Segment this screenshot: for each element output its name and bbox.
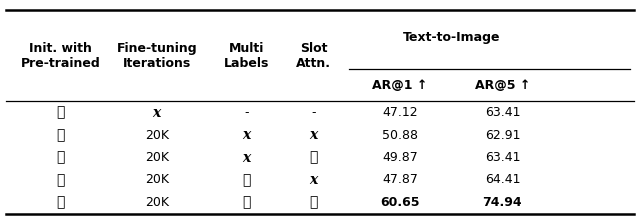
Text: 63.41: 63.41 xyxy=(484,151,520,164)
Text: 20K: 20K xyxy=(145,151,169,164)
Text: 60.65: 60.65 xyxy=(380,196,420,209)
Text: x: x xyxy=(310,173,317,187)
Text: 63.41: 63.41 xyxy=(484,106,520,119)
Text: x: x xyxy=(153,106,161,120)
Text: 20K: 20K xyxy=(145,174,169,186)
Text: ✓: ✓ xyxy=(56,150,65,165)
Text: Init. with
Pre-trained: Init. with Pre-trained xyxy=(21,42,100,70)
Text: 64.41: 64.41 xyxy=(484,174,520,186)
Text: ✓: ✓ xyxy=(242,173,251,187)
Text: 62.91: 62.91 xyxy=(484,129,520,141)
Text: 74.94: 74.94 xyxy=(483,196,522,209)
Text: Slot
Attn.: Slot Attn. xyxy=(296,42,331,70)
Text: 47.12: 47.12 xyxy=(382,106,418,119)
Text: Fine-tuning
Iterations: Fine-tuning Iterations xyxy=(116,42,197,70)
Text: ✓: ✓ xyxy=(242,195,251,209)
Text: ✓: ✓ xyxy=(309,195,318,209)
Text: -: - xyxy=(244,106,249,119)
Text: 49.87: 49.87 xyxy=(382,151,418,164)
Text: ✓: ✓ xyxy=(56,173,65,187)
Text: x: x xyxy=(310,128,317,142)
Text: Text-to-Image: Text-to-Image xyxy=(403,31,500,44)
Text: ✓: ✓ xyxy=(309,150,318,165)
Text: ✓: ✓ xyxy=(56,195,65,209)
Text: AR@5 ↑: AR@5 ↑ xyxy=(475,78,530,92)
Text: ✓: ✓ xyxy=(56,128,65,142)
Text: x: x xyxy=(243,128,250,142)
Text: -: - xyxy=(311,106,316,119)
Text: 20K: 20K xyxy=(145,129,169,141)
Text: ✓: ✓ xyxy=(56,106,65,120)
Text: AR@1 ↑: AR@1 ↑ xyxy=(372,78,428,92)
Text: 20K: 20K xyxy=(145,196,169,209)
Text: x: x xyxy=(243,150,250,165)
Text: 50.88: 50.88 xyxy=(382,129,418,141)
Text: 47.87: 47.87 xyxy=(382,174,418,186)
Text: Multi
Labels: Multi Labels xyxy=(224,42,269,70)
